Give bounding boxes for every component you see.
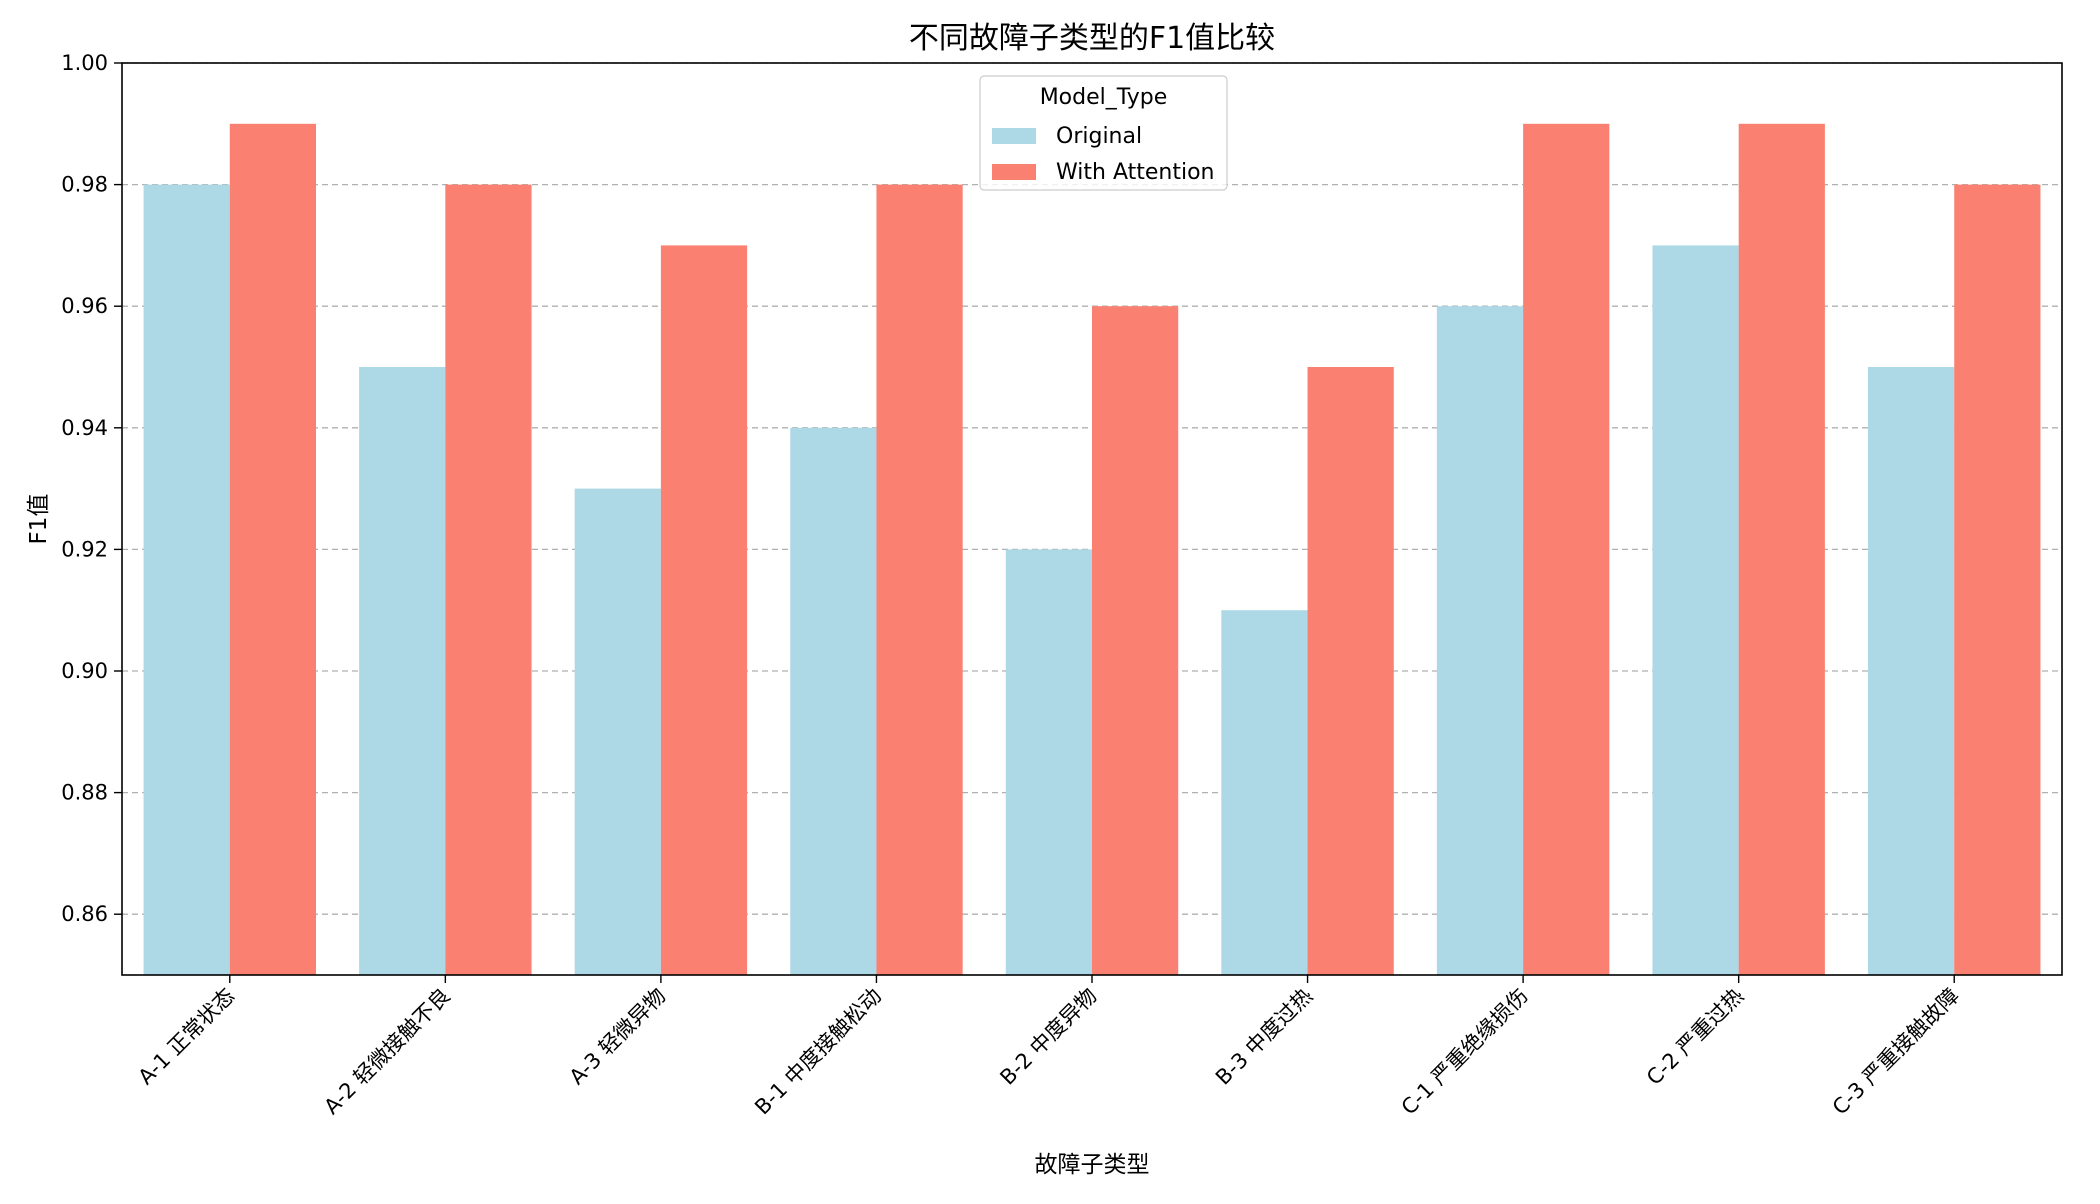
bar-original	[1868, 367, 1955, 975]
bar-original	[1652, 245, 1739, 975]
legend-box	[979, 75, 1228, 191]
y-tick-label: 0.88	[61, 781, 108, 805]
chart-title: 不同故障子类型的F1值比较	[909, 21, 1275, 56]
x-tick-label: A-3 轻微异物	[565, 984, 671, 1090]
bar-with-attention	[1307, 367, 1394, 975]
bar-with-attention	[660, 245, 748, 975]
x-axis-ticks: A-1 正常状态 A-2 轻微接触不良 A-3 轻微异物 B-1 中度接触松动 B-2 …	[134, 975, 1964, 1120]
legend: Model_Type Original With Attention	[979, 75, 1228, 191]
x-tick-label: C-2 严重过热	[1642, 984, 1748, 1090]
bar-with-attention	[1738, 123, 1825, 976]
bar-original	[1221, 610, 1308, 975]
legend-swatch-original	[992, 128, 1036, 144]
bar-with-attention	[876, 184, 963, 976]
bar-original	[1005, 549, 1092, 975]
bars-layer	[143, 123, 2041, 976]
bar-with-attention	[1092, 306, 1179, 975]
bar-original	[359, 367, 446, 975]
x-tick-label: C-3 严重接触故障	[1828, 984, 1964, 1120]
bar-original	[574, 488, 661, 975]
legend-label-original: Original	[1056, 124, 1142, 149]
x-tick-label: C-1 严重绝缘损伤	[1397, 984, 1533, 1120]
bar-original	[143, 184, 230, 976]
x-tick-label: A-2 轻微接触不良	[319, 984, 454, 1119]
legend-title: Model_Type	[1040, 85, 1168, 110]
y-tick-label: 0.98	[61, 173, 108, 197]
y-axis-ticks: 0.86 0.88 0.90 0.92 0.94 0.96 0.98 1.00	[61, 51, 122, 926]
y-tick-label: 1.00	[61, 51, 108, 75]
x-tick-label: A-1 正常状态	[134, 984, 240, 1090]
y-tick-label: 0.86	[61, 902, 108, 926]
legend-swatch-with-attention	[992, 164, 1036, 180]
bar-with-attention	[445, 184, 532, 976]
bar-with-attention	[1954, 184, 2041, 976]
legend-label-with-attention: With Attention	[1056, 160, 1214, 185]
y-axis-label: F1值	[26, 494, 52, 545]
x-tick-label: B-3 中度过热	[1211, 984, 1317, 1090]
y-tick-label: 0.96	[61, 294, 108, 318]
y-tick-label: 0.92	[61, 537, 108, 561]
bar-with-attention	[229, 123, 316, 976]
x-tick-label: B-1 中度接触松动	[750, 984, 886, 1120]
bar-original	[790, 427, 877, 975]
x-tick-label: B-2 中度异物	[995, 984, 1101, 1090]
bar-with-attention	[1523, 123, 1610, 976]
y-tick-label: 0.90	[61, 659, 108, 683]
bar-original	[1436, 306, 1524, 975]
x-axis-label: 故障子类型	[1035, 1152, 1150, 1178]
y-tick-label: 0.94	[61, 416, 108, 440]
